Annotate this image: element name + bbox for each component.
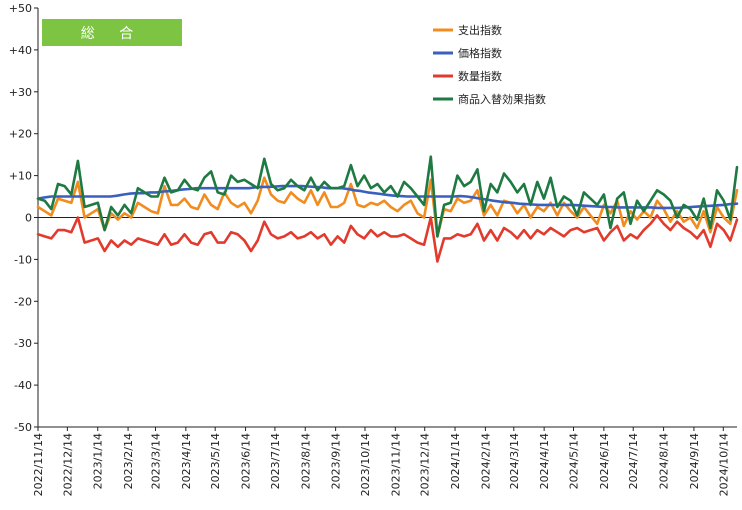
x-tick-label: 2024/9/14 [688,433,701,489]
x-tick-label: 2023/6/14 [240,433,253,489]
x-tick-label: 2023/10/14 [359,433,372,496]
x-tick-label: 2023/8/14 [299,433,312,489]
y-tick-label: 0 [25,212,32,225]
badge-label: 総 合 [81,26,143,42]
y-tick-label: +40 [9,44,32,57]
y-tick-label: +20 [9,128,32,141]
x-tick-label: 2023/9/14 [330,433,343,489]
y-tick-label: -40 [14,379,32,392]
series-line [36,176,739,238]
x-tick-label: 2023/5/14 [209,433,222,489]
y-tick-label: +10 [9,170,32,183]
x-axis: 2022/11/14 2022/12/14 2023/1/14 2023/2/14 20… [32,426,737,496]
legend-label: 数量指数 [458,69,502,83]
legend-label: 価格指数 [458,46,502,60]
x-tick-label: 2024/7/14 [627,433,640,489]
y-tick-label: -20 [14,295,32,308]
x-tick-label: 2023/12/14 [419,433,432,496]
x-tick-label: 2023/4/14 [180,433,193,489]
y-tick-label: -30 [14,337,32,350]
x-tick-label: 2024/3/14 [508,433,521,489]
series-line [36,184,739,210]
series-line [36,155,739,238]
y-tick-label: +50 [9,2,32,15]
legend-label: 商品入替効果指数 [458,92,546,106]
x-tick-label: 2023/2/14 [122,433,135,489]
x-tick-label: 2023/11/14 [389,433,402,496]
x-tick-label: 2024/2/14 [479,433,492,489]
legend-label: 支出指数 [458,23,502,37]
x-tick-label: 2024/1/14 [449,433,462,489]
y-tick-label: -50 [14,421,32,434]
y-axis: +50 +40 +30 +20 +10 0 -10 -20 -30 -40 -50 [9,2,39,434]
x-tick-label: 2023/7/14 [269,433,282,489]
total-badge: 総 合 [42,19,182,46]
badge-background [42,19,182,46]
y-tick-label: +30 [9,86,32,99]
x-tick-label: 2024/6/14 [598,433,611,489]
plot-area [36,155,739,263]
x-tick-label: 2024/4/14 [538,433,551,489]
series-line [36,214,739,263]
x-tick-label: 2024/10/14 [717,433,730,496]
y-tick-label: -10 [14,253,32,266]
x-tick-label: 2022/11/14 [32,433,45,496]
x-tick-label: 2024/5/14 [568,433,581,489]
x-tick-label: 2023/3/14 [149,433,162,489]
x-tick-label: 2023/1/14 [92,433,105,489]
x-tick-label: 2024/8/14 [658,433,671,489]
x-tick-label: 2022/12/14 [61,433,74,496]
